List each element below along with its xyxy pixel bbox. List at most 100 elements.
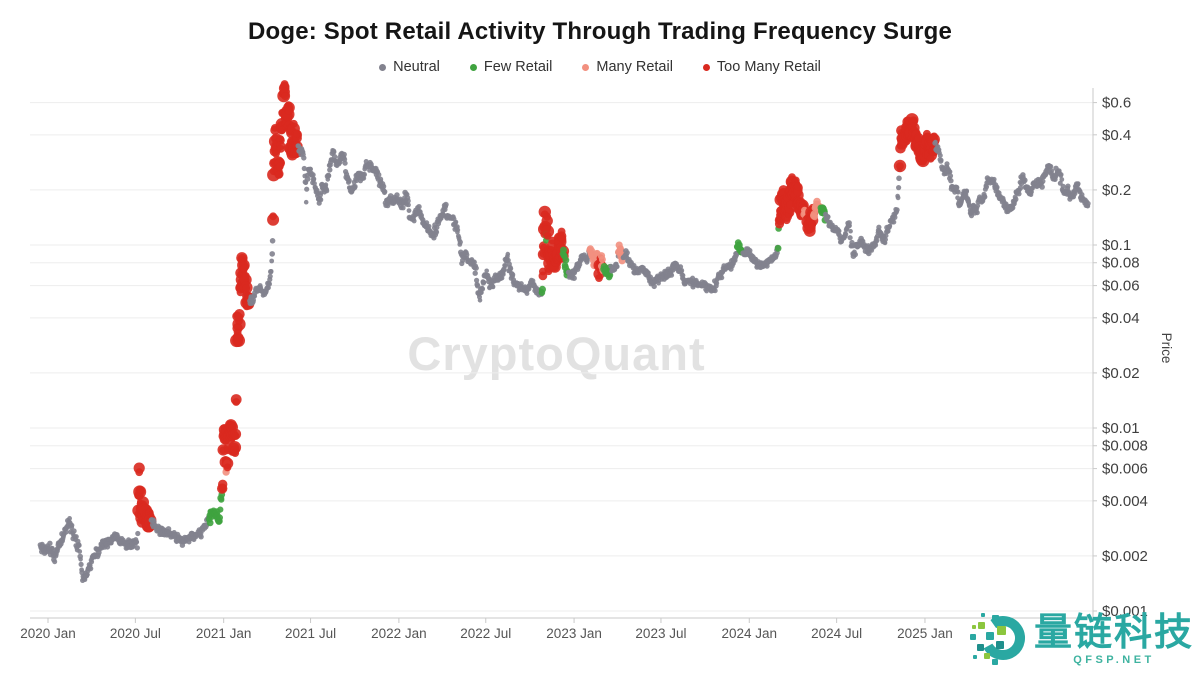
- data-point: [324, 188, 330, 194]
- data-point: [930, 132, 938, 141]
- data-point: [268, 269, 274, 274]
- data-point: [136, 485, 145, 494]
- data-point: [341, 151, 347, 158]
- data-point: [477, 298, 483, 303]
- data-point: [433, 229, 440, 235]
- data-point: [331, 153, 338, 160]
- data-point: [577, 262, 583, 267]
- data-point: [1071, 190, 1078, 197]
- data-point: [301, 155, 307, 161]
- data-point: [874, 238, 880, 244]
- data-point: [216, 514, 223, 521]
- data-point: [311, 176, 317, 182]
- data-point: [994, 184, 1000, 190]
- data-point: [825, 214, 831, 220]
- data-point: [73, 534, 79, 540]
- data-point: [847, 235, 853, 241]
- data-point: [1048, 163, 1054, 170]
- legend-item-too-many-retail: Too Many Retail: [702, 59, 821, 75]
- data-point: [847, 223, 852, 229]
- data-point: [524, 291, 530, 296]
- data-point: [926, 154, 935, 163]
- cryptoquant-watermark: CryptoQuant: [407, 327, 706, 380]
- data-point: [615, 264, 620, 270]
- data-point: [947, 169, 953, 175]
- x-tick-label: 2023 Jul: [635, 626, 686, 641]
- data-point: [453, 219, 459, 225]
- data-point: [239, 264, 248, 273]
- gridlines: $0.6 $0.4 $0.2 $0.1$0.08 $0.06 $0.04 $0.02 $0.0…: [30, 95, 1148, 620]
- data-point: [937, 153, 943, 158]
- data-point: [311, 181, 317, 186]
- data-point: [680, 273, 686, 278]
- data-point: [382, 189, 388, 195]
- data-point: [455, 227, 461, 233]
- x-tick-label: 2025 Jan: [897, 626, 953, 641]
- data-point: [331, 149, 337, 155]
- y-tick-label: $0.1: [1102, 237, 1131, 254]
- chart-legend: Neutral Few Retail Many Retail Too Many Ret…: [0, 59, 1200, 75]
- qlian-logo-icon: [969, 613, 1025, 665]
- x-tick-label: 2022 Jul: [460, 626, 511, 641]
- data-point: [872, 242, 879, 248]
- data-point: [481, 279, 487, 285]
- data-point: [557, 227, 566, 236]
- data-point: [474, 283, 481, 289]
- data-point: [104, 544, 111, 550]
- data-point: [235, 313, 244, 322]
- y-tick-label: $0.008: [1102, 438, 1148, 455]
- qlian-logo-text: 量链科技: [1033, 612, 1194, 654]
- data-point: [326, 173, 332, 179]
- chart-title: Doge: Spot Retail Activity Through Tradi…: [247, 18, 953, 45]
- data-point: [982, 194, 988, 200]
- data-point: [1010, 205, 1016, 211]
- data-point: [1059, 172, 1064, 177]
- data-point: [679, 267, 685, 274]
- data-point: [308, 166, 313, 172]
- data-point: [843, 231, 849, 237]
- x-tick-label: 2020 Jul: [110, 626, 161, 641]
- data-point: [198, 534, 204, 540]
- data-point: [1022, 177, 1028, 183]
- data-point: [1039, 184, 1045, 190]
- data-point: [47, 540, 53, 546]
- data-point: [490, 284, 496, 290]
- data-point: [426, 223, 432, 229]
- data-point: [269, 251, 276, 257]
- data-point: [134, 545, 140, 551]
- data-point: [317, 197, 324, 203]
- data-point: [472, 270, 478, 276]
- x-tick-label: 2021 Jan: [196, 626, 252, 641]
- data-point: [289, 119, 298, 128]
- legend-item-few-retail: Few Retail: [469, 59, 552, 75]
- legend-item-many-retail: Many Retail: [582, 59, 673, 75]
- data-point: [85, 572, 90, 577]
- data-point: [301, 165, 307, 172]
- data-point: [953, 184, 960, 191]
- data-point: [304, 176, 311, 182]
- data-point: [424, 220, 430, 226]
- y-tick-label: $0.2: [1102, 182, 1131, 199]
- data-point: [624, 250, 630, 256]
- y-axis-title: Price: [1159, 333, 1174, 364]
- data-point: [887, 223, 893, 229]
- data-point: [508, 266, 514, 272]
- data-point: [1040, 178, 1046, 184]
- data-point: [876, 224, 882, 230]
- data-point: [394, 192, 400, 198]
- data-point: [76, 542, 82, 548]
- data-point: [598, 256, 606, 263]
- data-point: [385, 203, 391, 209]
- data-point: [77, 549, 83, 554]
- data-point: [811, 213, 819, 221]
- data-point: [1017, 185, 1024, 191]
- data-point: [71, 528, 77, 534]
- x-tick-label: 2024 Jul: [811, 626, 862, 641]
- legend-dot-icon: [469, 63, 477, 71]
- y-tick-label: $0.006: [1102, 461, 1148, 478]
- data-point: [848, 228, 853, 234]
- data-point: [479, 286, 486, 292]
- data-point: [983, 184, 990, 190]
- data-point: [134, 539, 140, 545]
